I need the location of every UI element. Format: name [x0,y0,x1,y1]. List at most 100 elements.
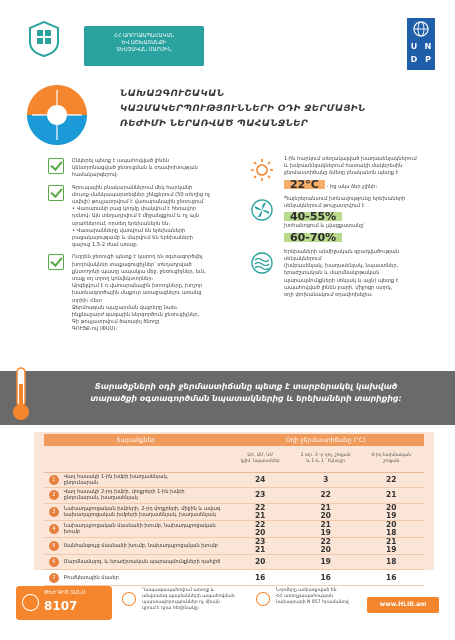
room-name-line: Մարմնամարզ. և երաժշտական պարապմունքների … [63,558,221,565]
temp-value: 21 19 [358,536,424,555]
bullet-text: բացակայությամբ և մարվում են երեխաների [72,235,193,242]
temp-value-line: 22 [254,502,266,512]
ministry-name-line: ՏԵՍՉԱԿԱՆ ՄԱՐՄԻՆ [116,47,172,53]
temp-value: 23 21 [227,536,293,555]
table-subheader: 4-րդ նախնական շոգյան [358,446,424,473]
temp-value: 20 19 [358,502,424,521]
temp-value: 22 20 [292,537,359,555]
hot-cold-circle-icon [27,85,87,145]
room-name-line: նախադպրոցական խմբերի խաղասենյակ, խաղասեն… [63,511,216,518]
room-name: Վաղ հասակի 2-րդ խմբի, փոքրերի 1-ին խմբի ը… [63,487,228,504]
title-line: ԿԱԶՄԱԿԵՐՊՈՒԹՅՈՒՆՆԵՐԻ ՕԴԻ ՋԵՐՄԱՅԻՆ [120,103,366,114]
undp-letter: P [425,55,431,64]
row-number: 5 [44,537,64,555]
left-bullets: Ընկերել պետք է ապահովված լինեն կենտրոնաց… [48,158,230,339]
humidity-value-kitchen: 60-70% [284,232,343,243]
row-number: 7 [44,569,64,586]
room-name-line: Վաղ հասակի 2-րդ խմբի, փոքրերի 1-ին խմբի [63,489,185,496]
table-row: 1 Վաղ հասակի 1-ին խմբի խաղասենյակ, ընդունա… [44,472,424,489]
room-name: Բուժկետային մասեր [63,569,228,586]
bullet-item: Ընկերել պետք է ապահովված լինեն կենտրոնաց… [48,158,230,180]
temp-value-line: 18 [386,527,397,537]
footer-note-law: Նորմերը ամրագրված են ՀՀ առողջապահության … [276,588,356,606]
table-body: 1 Վաղ հասակի 1-ին խմբի խաղասենյակ, ընդունա… [44,472,424,586]
footer-note-line: Նորմերը ամրագրված են [276,588,337,593]
temp-value: 22 21 [227,502,293,521]
undp-logo: U N D P [407,18,435,70]
undp-letter: N [424,42,432,51]
temp-value: 16 [358,569,424,586]
temp-value: 20 18 [358,519,424,538]
bullet-text: կենտրոնացված ջեռուցման և օդափոխության [72,165,198,172]
humidity-block: Պայերերանսում խոնավությունը երեխաների սե… [246,196,436,244]
room-name-line: Բուժկետային մասեր [63,574,119,581]
bullet-text: Ջերմության պաշարման վայրերը նաեւ [72,304,178,311]
temp-value-line: 19 [320,527,331,537]
website-link[interactable]: www.HLIB.am [367,597,439,613]
bullet-text: սրահներում, որտեղ երեխաներն են։ [72,220,171,227]
row-number: 6 [44,554,64,571]
temp-value: 21 20 [292,503,359,521]
ventilation-block: Երեխաների անմիջական զբաղվածության սենյակ… [246,249,436,299]
temp-value-line: 21 [386,536,397,546]
bullet-text: մուտք-մանկապարտեզներ շենքերում (50 տեղից… [72,191,211,198]
footer-note-line: պարտավորություններ ոչ միայն [142,600,220,605]
room-name: Նախադպրոցական մասնաձի խումբ, նախադպրոցակ… [63,520,228,538]
block-text: ապահովված լինեն բարի, միջոցր ստրկ, [284,284,393,291]
block-text: (խմբասենյակ, խաղասենյակ, նպաստներ, [284,263,399,270]
bullet-text: տաք օդ տրող կոնվեկտորներ։ [72,276,154,283]
block-text: և խմբասենյակներում հատակի մակերեսին [284,163,403,170]
thermometer-icon [13,367,29,420]
temp-value-line: 19 [386,510,397,520]
temp-value-line: 19 [320,556,331,566]
temp-value-line: 24 [254,474,266,484]
bullet-text: Գի թույլատրվում ծառայել ծնողը [72,319,160,326]
footer: ԹԵԺ ԳԻԾ ՏԱՆՍ 8107 Ղապագապահովում առողջ և… [0,580,455,640]
temp-value-line: 19 [386,544,397,554]
room-name-line: Նախադպրոցական մասնաձի խումբ, նախադպրոցակ… [63,522,216,535]
temp-value-line: 20 [386,519,397,529]
bullet-text: Ուղղեն ջեռուցի պետք է կարող են օգտագործվ… [72,254,203,261]
bullet-text: ինքնաշարժ գազային ներգործուն ջեռուցիչներ… [72,312,200,319]
table-header-temperature: Օդի ջերմաստիճանը (°C) [227,434,424,446]
table-row: 4 Նախադպրոցական մասնաձի խումբ, նախադպրոցա… [44,519,424,538]
title-line: ՌԵԺԻՄԻ ՆԵՐԱՌՎԱԾ ՊԱՀԱՆՋՆԵՐ [120,118,308,129]
block-text: 1-ին հարկում տեղակայված խաղասենյակներում [284,156,417,162]
row-number: 3 [44,503,64,521]
undp-letter: U [410,42,418,51]
temp-value-line: 22 [320,490,331,500]
row-number-badge: 7 [48,572,59,583]
table-subheader-empty [44,446,228,473]
bullet-text: դռնով։ Այն տեղադրվում է միջանցքում և ոչ … [72,213,200,220]
temp-value-line: 3 [323,474,329,484]
block-text: սենյակներում թույլատրվում է [284,203,365,210]
document-icon [256,592,270,606]
temp-value: 24 [227,472,293,489]
hotline-number: 8107 [44,599,78,613]
checkbox-icon [48,254,64,271]
bullet-item: Ուղղեն ջեռուցի պետք է կարող են օգտագործվ… [48,254,230,333]
undp-letter: D [410,55,418,64]
temp-value: 19 [292,554,359,571]
table-row: 3 Նախադպրոցական խմբերի, 2-րդ փոքրերի, միջ… [44,502,424,521]
table-row: 7 Բուժկետային մասեր 16 16 16 [44,569,424,586]
temp-value: 21 [358,487,424,504]
temp-value: 16 [292,569,359,586]
temp-value-line: 20 [386,502,397,512]
block-text: օդի փոխանակում օդափոխելիս։ [284,292,373,299]
ministry-name-line: ԵՎ ԱՇԽԱՏԱՆՔԻ [121,40,167,46]
bullet-text: • Վառարանները վառվում են երեխաների [72,227,186,234]
checkbox-icon [48,184,64,201]
ministry-emblem-icon [29,20,59,58]
row-number-badge: 3 [48,506,59,517]
temp-value-line: 20 [320,510,331,520]
temp-value-line: 22 [254,519,266,529]
room-name-line: Սանհանգույց մասնաձի խումբ, նախադպրոցական… [63,542,218,549]
hotline-button[interactable]: ԹԵԺ ԳԻԾ ՏԱՆՍ 8107 [16,586,112,620]
temp-value-line: 16 [386,572,397,582]
temp-value-line: 20 [254,527,266,537]
table-subheader: ԱՀ, ԱՄ, ԿՄ կլիմ. նպաստներ [227,446,293,473]
header: ՀՀ ԱՌՈՂՋԱՊԱՀԱԿԱՆ ԵՎ ԱՇԽԱՏԱՆՔԻ ՏԵՍՉԱԿԱՆ Մ… [0,0,455,78]
temp-value-line: 23 [254,536,266,546]
footer-note-line: Ղապագապահովում առողջ և [142,588,215,593]
